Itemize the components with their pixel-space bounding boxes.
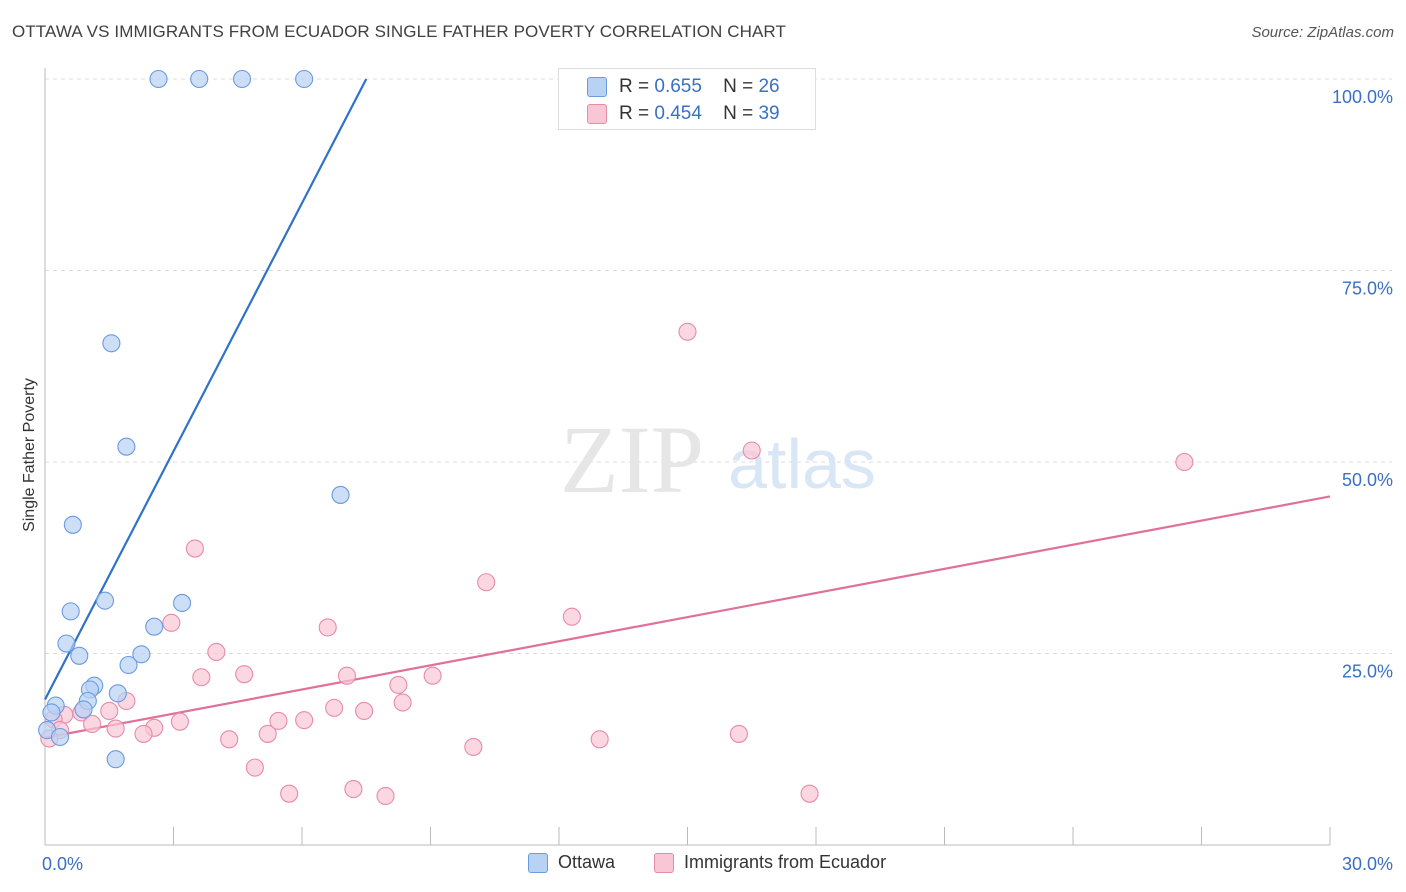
n-value: 39	[758, 103, 780, 124]
chart-title: OTTAWA VS IMMIGRANTS FROM ECUADOR SINGLE…	[12, 22, 786, 41]
data-point-ottawa	[42, 703, 61, 722]
data-point-ecuador	[220, 730, 239, 749]
data-point-ottawa	[173, 593, 192, 612]
legend-item-ecuador[interactable]: Immigrants from Ecuador	[654, 852, 886, 873]
y-tick-label: 50.0%	[1342, 470, 1393, 490]
data-point-ecuador	[325, 698, 344, 717]
legend-label-ottawa: Ottawa	[558, 852, 616, 872]
data-point-ecuador	[477, 573, 496, 592]
data-point-ottawa	[57, 634, 76, 653]
n-value: 26	[758, 76, 780, 97]
data-point-ottawa	[61, 602, 80, 621]
data-point-ecuador	[562, 607, 581, 626]
r-label: R =	[619, 76, 650, 97]
legend-swatch-ecuador	[587, 104, 607, 124]
data-point-ottawa	[117, 437, 136, 456]
data-point-ecuador	[162, 613, 181, 632]
data-point-ecuador	[258, 724, 277, 743]
data-point-ottawa	[295, 69, 314, 89]
legend-label-ecuador: Immigrants from Ecuador	[684, 852, 887, 872]
trend-line-ecuador	[44, 495, 1331, 739]
data-point-ecuador	[355, 701, 374, 721]
n-label: N =	[723, 103, 754, 124]
data-point-ecuador	[295, 711, 314, 730]
data-point-ecuador	[100, 701, 119, 721]
r-value: 0.655	[654, 76, 702, 97]
data-point-ecuador	[590, 730, 609, 749]
grid-lines	[45, 78, 1392, 654]
watermark: ZIP atlas	[560, 406, 876, 513]
data-point-ecuador	[464, 737, 483, 757]
data-point-ottawa	[108, 684, 127, 703]
data-point-ecuador	[742, 441, 761, 460]
data-point-ecuador	[280, 784, 299, 803]
y-tick-label: 75.0%	[1342, 279, 1393, 299]
data-points	[38, 69, 1194, 806]
series-legend: Ottawa Immigrants from Ecuador	[0, 852, 1406, 878]
data-point-ottawa	[102, 334, 121, 353]
data-point-ottawa	[149, 69, 168, 89]
data-point-ecuador	[106, 719, 125, 738]
data-point-ottawa	[232, 69, 252, 89]
watermark-zip: ZIP	[560, 406, 704, 513]
trend-line-ottawa	[44, 78, 368, 700]
data-point-ecuador	[389, 675, 408, 694]
data-point-ottawa	[106, 750, 125, 769]
data-point-ecuador	[393, 693, 412, 712]
data-point-ottawa	[74, 700, 93, 719]
legend-swatch-ottawa	[587, 77, 607, 97]
data-point-ottawa	[145, 617, 164, 636]
legend-swatch-ecuador	[654, 852, 674, 873]
data-point-ottawa	[132, 645, 151, 664]
x-tick-label: 30.0%	[1342, 854, 1393, 874]
data-point-ecuador	[235, 665, 254, 684]
r-value: 0.454	[654, 103, 702, 124]
data-point-ottawa	[331, 485, 350, 504]
tick-labels: 25.0% 50.0% 75.0% 100.0% 0.0% 30.0%	[42, 87, 1393, 874]
data-point-ecuador	[134, 724, 153, 743]
n-label: N =	[723, 76, 754, 97]
data-point-ecuador	[207, 642, 226, 662]
data-point-ecuador	[423, 666, 442, 685]
data-point-ecuador	[245, 758, 264, 777]
data-point-ecuador	[269, 711, 288, 730]
data-point-ottawa	[190, 69, 209, 89]
data-point-ecuador	[185, 539, 204, 558]
data-point-ottawa	[70, 646, 89, 665]
legend-swatch-ottawa	[528, 852, 548, 873]
watermark-atlas: atlas	[728, 425, 876, 503]
data-point-ottawa	[119, 655, 138, 675]
legend-stats-ottawa: R = 0.655 N = 26	[619, 76, 780, 98]
data-point-ecuador	[678, 322, 697, 341]
data-point-ecuador	[170, 712, 189, 731]
y-axis-label: Single Father Poverty	[21, 378, 38, 532]
y-tick-label: 25.0%	[1342, 662, 1393, 682]
data-point-ecuador	[344, 780, 363, 799]
x-tick-label: 0.0%	[42, 854, 83, 874]
data-point-ottawa	[95, 591, 115, 610]
correlation-legend: R = 0.655 N = 26 R = 0.454 N = 39	[558, 68, 816, 130]
data-point-ecuador	[800, 784, 819, 803]
legend-stats-ecuador: R = 0.454 N = 39	[619, 103, 780, 125]
source-label: Source: ZipAtlas.com	[1251, 24, 1394, 41]
data-point-ecuador	[729, 724, 748, 743]
data-point-ecuador	[376, 786, 395, 806]
data-point-ottawa	[63, 515, 82, 534]
legend-item-ottawa[interactable]: Ottawa	[528, 852, 615, 873]
data-point-ottawa	[50, 727, 70, 747]
data-point-ecuador	[1175, 452, 1194, 472]
data-point-ecuador	[318, 618, 337, 637]
r-label: R =	[619, 103, 650, 124]
data-point-ecuador	[83, 714, 102, 734]
y-tick-label: 100.0%	[1332, 87, 1393, 107]
data-point-ecuador	[192, 668, 211, 687]
data-point-ecuador	[337, 666, 357, 685]
